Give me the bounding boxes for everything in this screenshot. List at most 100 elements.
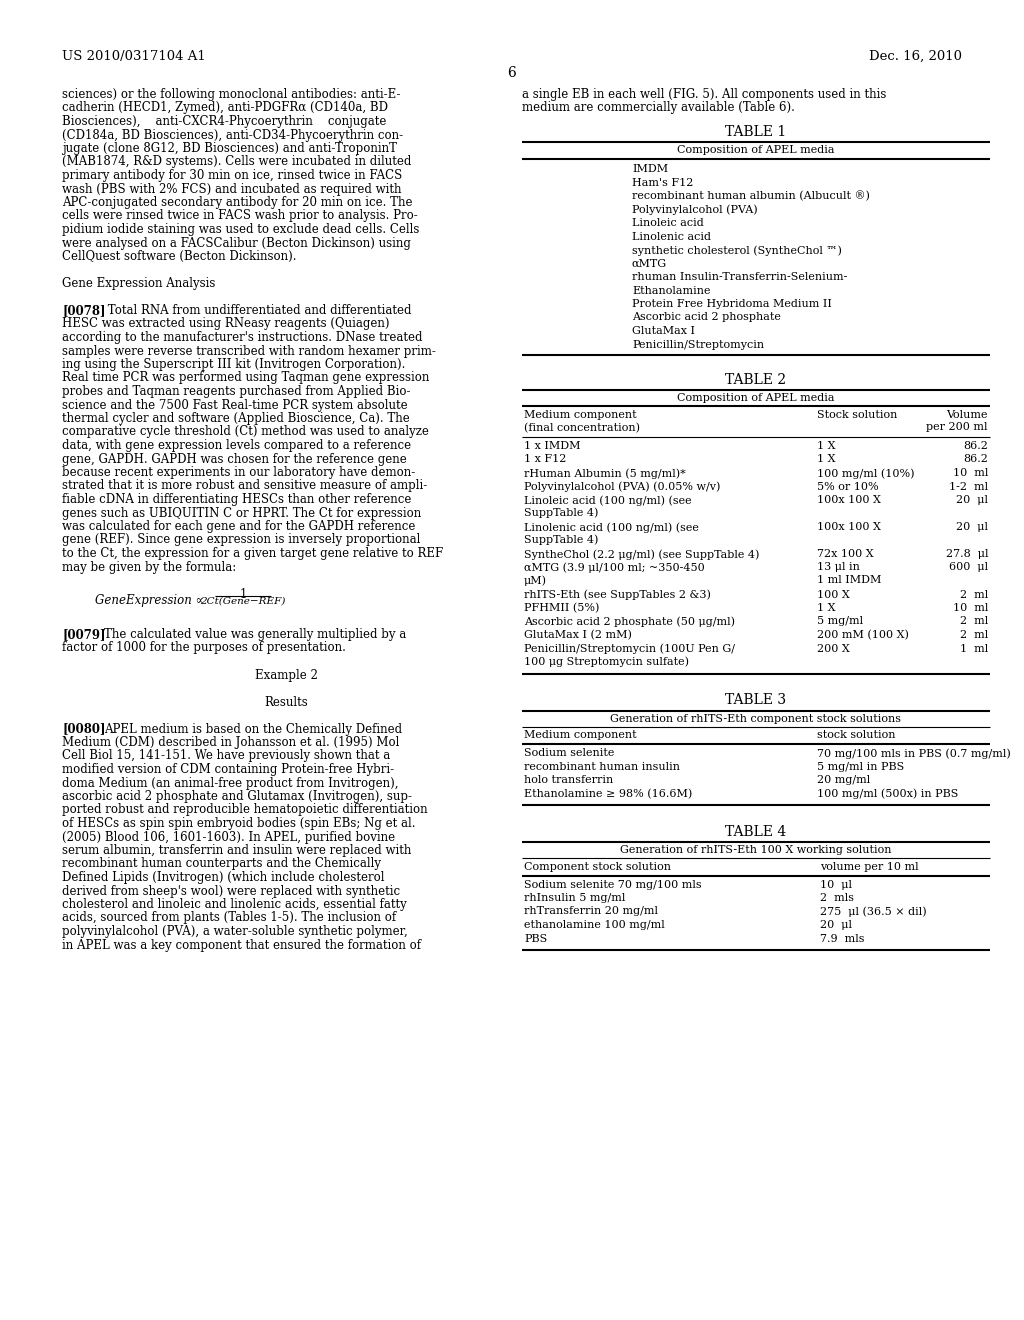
- Text: ascorbic acid 2 phosphate and Glutamax (Invitrogen), sup-: ascorbic acid 2 phosphate and Glutamax (…: [62, 789, 412, 803]
- Text: medium are commercially available (Table 6).: medium are commercially available (Table…: [522, 102, 795, 115]
- Text: APEL medium is based on the Chemically Defined: APEL medium is based on the Chemically D…: [104, 722, 402, 735]
- Text: synthetic cholesterol (SyntheChol ™): synthetic cholesterol (SyntheChol ™): [632, 246, 842, 256]
- Text: 10  ml: 10 ml: [952, 603, 988, 612]
- Text: ethanolamine 100 mg/ml: ethanolamine 100 mg/ml: [524, 920, 665, 931]
- Text: Medium component: Medium component: [524, 730, 637, 741]
- Text: science and the 7500 Fast Real-time PCR system absolute: science and the 7500 Fast Real-time PCR …: [62, 399, 408, 412]
- Text: Real time PCR was performed using Taqman gene expression: Real time PCR was performed using Taqman…: [62, 371, 429, 384]
- Text: The calculated value was generally multiplied by a: The calculated value was generally multi…: [104, 628, 407, 642]
- Text: Linoleic acid: Linoleic acid: [632, 218, 703, 228]
- Text: Example 2: Example 2: [255, 668, 317, 681]
- Text: 5% or 10%: 5% or 10%: [817, 482, 879, 491]
- Text: Defined Lipids (Invitrogen) (which include cholesterol: Defined Lipids (Invitrogen) (which inclu…: [62, 871, 384, 884]
- Text: strated that it is more robust and sensitive measure of ampli-: strated that it is more robust and sensi…: [62, 479, 427, 492]
- Text: Ham's F12: Ham's F12: [632, 177, 693, 187]
- Text: GlutaMax I: GlutaMax I: [632, 326, 695, 337]
- Text: recombinant human counterparts and the Chemically: recombinant human counterparts and the C…: [62, 858, 381, 870]
- Text: GeneExpression ∝: GeneExpression ∝: [95, 594, 204, 607]
- Text: [0080]: [0080]: [62, 722, 105, 735]
- Text: Penicillin/Streptomycin: Penicillin/Streptomycin: [632, 339, 764, 350]
- Text: Medium (CDM) described in Johansson et al. (1995) Mol: Medium (CDM) described in Johansson et a…: [62, 737, 399, 748]
- Text: stock solution: stock solution: [817, 730, 896, 741]
- Text: TABLE 1: TABLE 1: [725, 125, 786, 139]
- Text: Medium component: Medium component: [524, 411, 637, 420]
- Text: 1 X: 1 X: [817, 603, 836, 612]
- Text: 100x 100 X: 100x 100 X: [817, 495, 881, 506]
- Text: Gene Expression Analysis: Gene Expression Analysis: [62, 277, 215, 290]
- Text: TABLE 4: TABLE 4: [725, 825, 786, 840]
- Text: Dec. 16, 2010: Dec. 16, 2010: [869, 50, 962, 63]
- Text: 10  μl: 10 μl: [820, 879, 852, 890]
- Text: fiable cDNA in differentiating HESCs than other reference: fiable cDNA in differentiating HESCs tha…: [62, 492, 412, 506]
- Text: Polyvinylalcohol (PVA) (0.05% w/v): Polyvinylalcohol (PVA) (0.05% w/v): [524, 482, 720, 492]
- Text: SyntheChol (2.2 μg/ml) (see SuppTable 4): SyntheChol (2.2 μg/ml) (see SuppTable 4): [524, 549, 760, 560]
- Text: 1  ml: 1 ml: [959, 644, 988, 653]
- Text: (CD184a, BD Biosciences), anti-CD34-Phycoerythrin con-: (CD184a, BD Biosciences), anti-CD34-Phyc…: [62, 128, 403, 141]
- Text: 72x 100 X: 72x 100 X: [817, 549, 873, 558]
- Text: cells were rinsed twice in FACS wash prior to analysis. Pro-: cells were rinsed twice in FACS wash pri…: [62, 210, 418, 223]
- Text: according to the manufacturer's instructions. DNase treated: according to the manufacturer's instruct…: [62, 331, 423, 345]
- Text: 20  μl: 20 μl: [956, 495, 988, 506]
- Text: per 200 ml: per 200 ml: [927, 422, 988, 433]
- Text: Total RNA from undifferentiated and differentiated: Total RNA from undifferentiated and diff…: [104, 304, 412, 317]
- Text: (final concentration): (final concentration): [524, 422, 640, 433]
- Text: 1 X: 1 X: [817, 441, 836, 451]
- Text: 10  ml: 10 ml: [952, 469, 988, 478]
- Text: of HESCs as spin spin embryoid bodies (spin EBs; Ng et al.: of HESCs as spin spin embryoid bodies (s…: [62, 817, 416, 830]
- Text: to the Ct, the expression for a given target gene relative to REF: to the Ct, the expression for a given ta…: [62, 546, 443, 560]
- Text: (MAB1874, R&D systems). Cells were incubated in diluted: (MAB1874, R&D systems). Cells were incub…: [62, 156, 412, 169]
- Text: Sodium selenite 70 mg/100 mls: Sodium selenite 70 mg/100 mls: [524, 879, 701, 890]
- Text: factor of 1000 for the purposes of presentation.: factor of 1000 for the purposes of prese…: [62, 642, 346, 655]
- Text: genes such as UBIQUITIN C or HPRT. The Ct for expression: genes such as UBIQUITIN C or HPRT. The C…: [62, 507, 421, 520]
- Text: Volume: Volume: [946, 411, 988, 420]
- Text: IMDM: IMDM: [632, 164, 668, 174]
- Text: GlutaMax I (2 mM): GlutaMax I (2 mM): [524, 630, 632, 640]
- Text: Composition of APEL media: Composition of APEL media: [677, 145, 835, 154]
- Text: APC-conjugated secondary antibody for 20 min on ice. The: APC-conjugated secondary antibody for 20…: [62, 195, 413, 209]
- Text: Biosciences),    anti-CXCR4-Phycoerythrin    conjugate: Biosciences), anti-CXCR4-Phycoerythrin c…: [62, 115, 386, 128]
- Text: 200 mM (100 X): 200 mM (100 X): [817, 630, 909, 640]
- Text: 1: 1: [240, 587, 247, 601]
- Text: comparative cycle threshold (Ct) method was used to analyze: comparative cycle threshold (Ct) method …: [62, 425, 429, 438]
- Text: volume per 10 ml: volume per 10 ml: [820, 862, 919, 873]
- Text: 20  μl: 20 μl: [820, 920, 852, 931]
- Text: 100 μg Streptomycin sulfate): 100 μg Streptomycin sulfate): [524, 656, 689, 667]
- Text: derived from sheep's wool) were replaced with synthetic: derived from sheep's wool) were replaced…: [62, 884, 400, 898]
- Text: modified version of CDM containing Protein-free Hybri-: modified version of CDM containing Prote…: [62, 763, 394, 776]
- Text: SuppTable 4): SuppTable 4): [524, 507, 598, 517]
- Text: gene (REF). Since gene expression is inversely proportional: gene (REF). Since gene expression is inv…: [62, 533, 421, 546]
- Text: sciences) or the following monoclonal antibodies: anti-E-: sciences) or the following monoclonal an…: [62, 88, 400, 102]
- Text: Composition of APEL media: Composition of APEL media: [677, 393, 835, 403]
- Text: 2  mls: 2 mls: [820, 894, 854, 903]
- Text: Generation of rhITS-Eth 100 X working solution: Generation of rhITS-Eth 100 X working so…: [621, 845, 892, 855]
- Text: Component stock solution: Component stock solution: [524, 862, 671, 873]
- Text: cadherin (HECD1, Zymed), anti-PDGFRα (CD140a, BD: cadherin (HECD1, Zymed), anti-PDGFRα (CD…: [62, 102, 388, 115]
- Text: Polyvinylalcohol (PVA): Polyvinylalcohol (PVA): [632, 205, 758, 215]
- Text: 70 mg/100 mls in PBS (0.7 mg/ml): 70 mg/100 mls in PBS (0.7 mg/ml): [817, 748, 1011, 759]
- Text: Stock solution: Stock solution: [817, 411, 897, 420]
- Text: rhInsulin 5 mg/ml: rhInsulin 5 mg/ml: [524, 894, 626, 903]
- Text: recombinant human albumin (Albucult ®): recombinant human albumin (Albucult ®): [632, 191, 869, 202]
- Text: Linolenic acid: Linolenic acid: [632, 231, 711, 242]
- Text: 1 ml IMDM: 1 ml IMDM: [817, 576, 882, 585]
- Text: 2  ml: 2 ml: [959, 630, 988, 640]
- Text: data, with gene expression levels compared to a reference: data, with gene expression levels compar…: [62, 440, 411, 451]
- Text: Sodium selenite: Sodium selenite: [524, 748, 614, 758]
- Text: may be given by the formula:: may be given by the formula:: [62, 561, 237, 573]
- Text: μM): μM): [524, 576, 547, 586]
- Text: Linoleic acid (100 ng/ml) (see: Linoleic acid (100 ng/ml) (see: [524, 495, 691, 506]
- Text: recombinant human insulin: recombinant human insulin: [524, 762, 680, 771]
- Text: Ascorbic acid 2 phosphate: Ascorbic acid 2 phosphate: [632, 313, 781, 322]
- Text: rhITS-Eth (see SuppTables 2 &3): rhITS-Eth (see SuppTables 2 &3): [524, 590, 711, 601]
- Text: Penicillin/Streptomycin (100U Pen G/: Penicillin/Streptomycin (100U Pen G/: [524, 644, 735, 655]
- Text: was calculated for each gene and for the GAPDH reference: was calculated for each gene and for the…: [62, 520, 416, 533]
- Text: αMTG (3.9 μl/100 ml; ~350-450: αMTG (3.9 μl/100 ml; ~350-450: [524, 562, 705, 573]
- Text: rhTransferrin 20 mg/ml: rhTransferrin 20 mg/ml: [524, 907, 658, 916]
- Text: 7.9  mls: 7.9 mls: [820, 933, 864, 944]
- Text: Cell Biol 15, 141-151. We have previously shown that a: Cell Biol 15, 141-151. We have previousl…: [62, 750, 390, 763]
- Text: in APEL was a key component that ensured the formation of: in APEL was a key component that ensured…: [62, 939, 421, 952]
- Text: 1-2  ml: 1-2 ml: [949, 482, 988, 491]
- Text: 5 mg/ml: 5 mg/ml: [817, 616, 863, 627]
- Text: 86.2: 86.2: [964, 441, 988, 451]
- Text: SuppTable 4): SuppTable 4): [524, 535, 598, 545]
